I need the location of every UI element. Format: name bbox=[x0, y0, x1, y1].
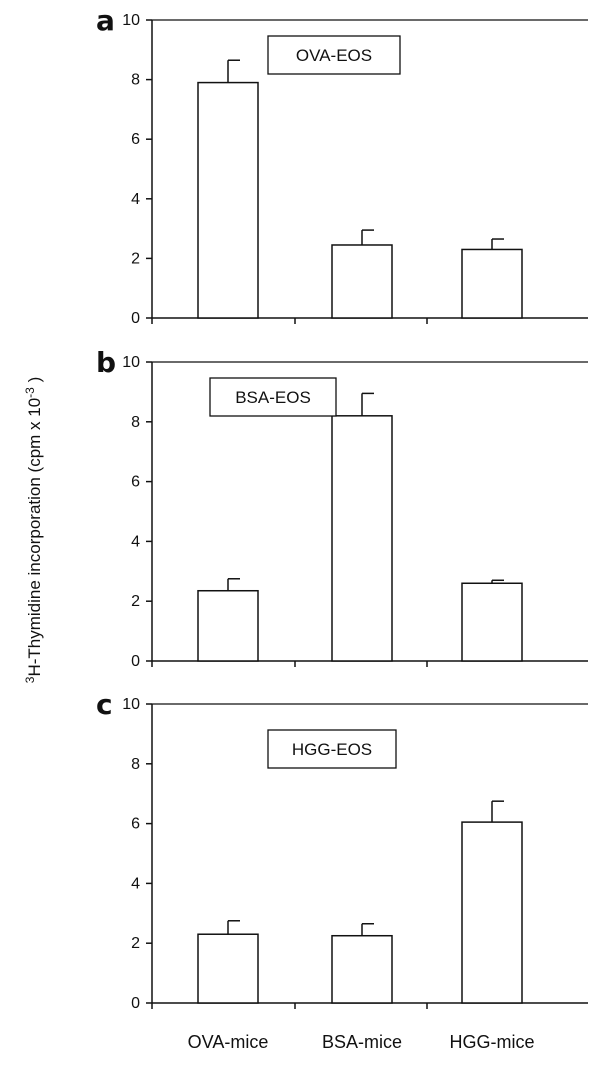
y-axis-label-sup1: 3 bbox=[23, 676, 37, 683]
panel-c: c 0 2 4 6 8 10 HGG-EOS bbox=[96, 688, 588, 1012]
panel-label-text: HGG-EOS bbox=[292, 740, 372, 759]
y-axis-label-sup2: -3 bbox=[23, 387, 37, 398]
panel-label-box bbox=[267, 35, 401, 75]
x-category-labels: OVA-mice BSA-mice HGG-mice bbox=[188, 1032, 535, 1052]
y-tick-label: 8 bbox=[131, 414, 140, 431]
y-tick-label: 2 bbox=[131, 593, 140, 610]
panel-b: b 0 2 4 6 8 10 BSA-EOS bbox=[96, 346, 588, 670]
y-axis-label-tail: ) bbox=[25, 377, 44, 387]
y-tick-label: 0 bbox=[131, 310, 140, 327]
y-tick-label: 4 bbox=[131, 533, 140, 550]
panel-letter: b bbox=[96, 346, 116, 379]
y-tick-label: 10 bbox=[122, 354, 140, 371]
panel-letter: a bbox=[96, 4, 115, 37]
bar-BSA-mice bbox=[331, 934, 393, 1004]
bar-OVA-mice bbox=[197, 933, 259, 1004]
y-tick-label: 8 bbox=[131, 756, 140, 773]
y-tick-label: 10 bbox=[122, 696, 140, 713]
bar-BSA-mice bbox=[331, 244, 393, 319]
bar-BSA-mice bbox=[331, 415, 393, 662]
y-tick-label: 6 bbox=[131, 474, 140, 491]
panel-letter: c bbox=[96, 688, 113, 721]
panel-label-box bbox=[209, 377, 337, 417]
panel-label-text: OVA-EOS bbox=[296, 46, 372, 65]
y-tick-label: 6 bbox=[131, 131, 140, 148]
bar-HGG-mice bbox=[461, 821, 523, 1004]
bar-OVA-mice bbox=[197, 81, 259, 319]
y-tick-label: 0 bbox=[131, 995, 140, 1012]
bar-OVA-mice bbox=[197, 589, 259, 662]
y-axis-label-main: H-Thymidine incorporation (cpm x 10 bbox=[25, 398, 44, 677]
x-category-label: BSA-mice bbox=[322, 1032, 402, 1052]
y-tick-label: 8 bbox=[131, 72, 140, 89]
y-tick-label: 0 bbox=[131, 653, 140, 670]
panel-label-box bbox=[267, 729, 397, 769]
panel-label-text: BSA-EOS bbox=[235, 388, 311, 407]
panel-a: a 0 2 4 6 8 10 OVA-EOS bbox=[96, 4, 588, 327]
bar-HGG-mice bbox=[461, 582, 523, 662]
panels: a 0 2 4 6 8 10 OVA-EOS b 0 2 4 6 8 10 BSA-EOS c 0 2 4 6 8 10 HG… bbox=[96, 4, 588, 1012]
y-tick-label: 4 bbox=[131, 191, 140, 208]
y-tick-label: 10 bbox=[122, 12, 140, 29]
y-tick-label: 2 bbox=[131, 935, 140, 952]
x-category-label: OVA-mice bbox=[188, 1032, 269, 1052]
y-tick-label: 6 bbox=[131, 816, 140, 833]
y-axis-label: 3H-Thymidine incorporation (cpm x 10-3 ) bbox=[23, 377, 44, 683]
y-tick-label: 2 bbox=[131, 250, 140, 267]
bar-HGG-mice bbox=[461, 248, 523, 319]
x-category-label: HGG-mice bbox=[450, 1032, 535, 1052]
y-tick-label: 4 bbox=[131, 875, 140, 892]
